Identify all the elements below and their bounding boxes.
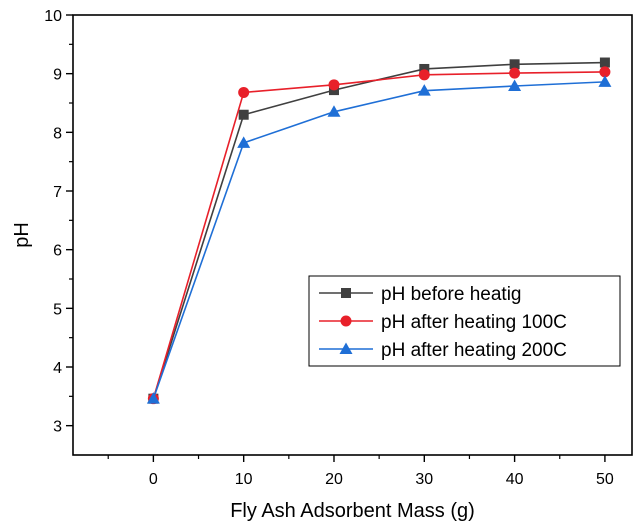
- data-point: [508, 79, 522, 91]
- data-point: [146, 392, 160, 404]
- data-point: [509, 67, 521, 79]
- data-point: [238, 109, 249, 120]
- legend-item: pH after heating 200C: [319, 340, 567, 361]
- y-tick-label: 7: [53, 184, 62, 201]
- legend-label: pH after heating 100C: [381, 312, 567, 333]
- legend-item: pH before heatig: [319, 284, 522, 305]
- legend-label: pH before heatig: [381, 284, 522, 305]
- plot-frame: [72, 14, 633, 456]
- data-point: [417, 84, 431, 96]
- data-point: [599, 66, 611, 78]
- x-tick-label: 20: [325, 471, 343, 488]
- x-axis-ticks: 0 10 20 30 40 50: [107, 455, 614, 488]
- x-tick-label: 30: [415, 471, 433, 488]
- legend-marker: [341, 288, 351, 298]
- y-tick-label: 8: [53, 125, 62, 142]
- plot-area: [146, 57, 612, 405]
- series-line: [152, 81, 605, 399]
- y-axis-label: pH: [11, 222, 33, 248]
- data-point: [419, 63, 430, 74]
- data-point: [599, 57, 610, 68]
- y-tick-label: 6: [53, 243, 62, 260]
- data-point: [327, 105, 341, 117]
- y-tick-label: 5: [53, 301, 62, 318]
- x-tick-label: 0: [149, 471, 158, 488]
- data-point: [238, 86, 250, 98]
- data-point: [509, 59, 520, 70]
- x-tick-label: 50: [596, 471, 614, 488]
- data-point: [237, 136, 251, 148]
- legend: pH before heatig pH after heating 100C pH …: [308, 275, 621, 367]
- data-point: [418, 69, 430, 81]
- data-point: [598, 75, 612, 87]
- data-point: [328, 79, 340, 91]
- legend-marker: [339, 342, 353, 354]
- y-axis-ticks: 3 4 5 6 7 8 9 10: [44, 8, 73, 436]
- x-tick-label: 10: [235, 471, 253, 488]
- legend-item: pH after heating 100C: [319, 312, 567, 333]
- series-line: [152, 71, 605, 399]
- y-tick-label: 10: [44, 8, 62, 25]
- series-3: [146, 75, 612, 404]
- y-tick-label: 3: [53, 419, 62, 436]
- x-axis-label: Fly Ash Adsorbent Mass (g): [230, 500, 475, 522]
- y-tick-label: 4: [53, 360, 62, 377]
- x-tick-label: 40: [506, 471, 524, 488]
- legend-label: pH after heating 200C: [381, 340, 567, 361]
- y-tick-label: 9: [53, 67, 62, 84]
- axes: [72, 14, 633, 456]
- legend-marker: [340, 315, 352, 327]
